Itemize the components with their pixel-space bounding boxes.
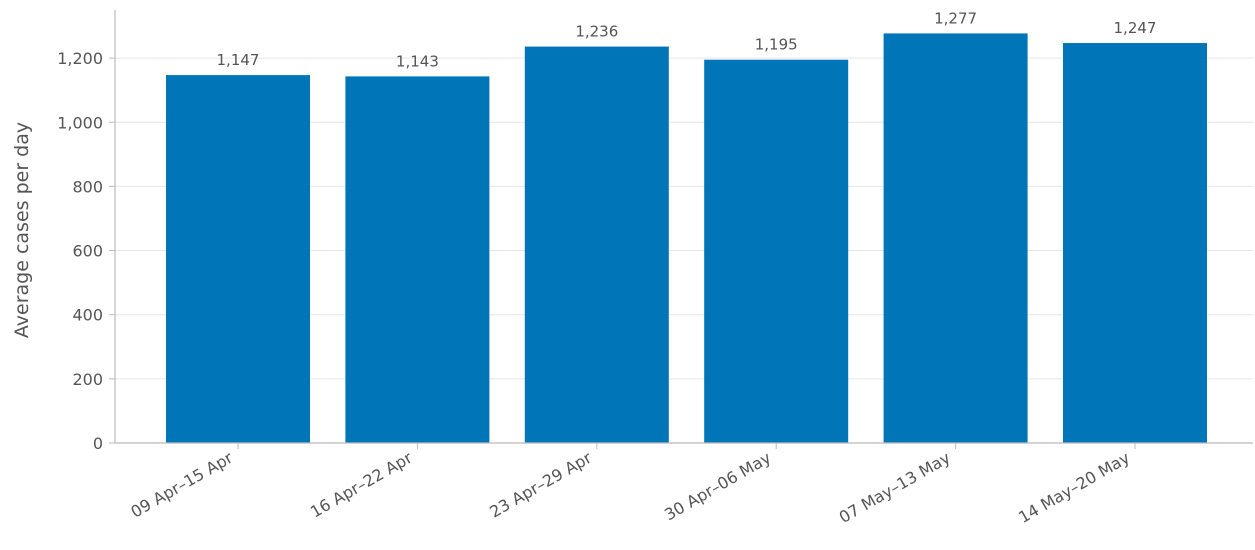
bar — [524, 46, 669, 443]
y-tick-label: 1,000 — [57, 113, 103, 132]
data-labels: 1,147 1,143 1,236 1,195 1,277 1,247 — [217, 9, 1157, 70]
y-tick-label: 600 — [72, 242, 103, 261]
x-tick-label: 07 May–13 May — [836, 448, 954, 527]
x-tick-label: 16 Apr–22 Apr — [307, 448, 416, 522]
y-tick-label: 400 — [72, 306, 103, 325]
bar — [166, 75, 310, 444]
bar-value-label: 1,147 — [217, 51, 260, 69]
bar — [345, 76, 490, 443]
y-axis-ticks: 0 200 400 600 800 1,000 1,200 — [57, 49, 115, 453]
x-tick-label: 30 Apr–06 May — [661, 448, 774, 524]
bars — [166, 33, 1207, 444]
bar-value-label: 1,236 — [575, 23, 618, 41]
x-tick-label: 14 May–20 May — [1015, 448, 1133, 527]
bar-value-label: 1,195 — [755, 36, 798, 54]
y-tick-label: 0 — [93, 434, 103, 453]
axes — [114, 10, 1253, 444]
bar — [883, 33, 1028, 444]
x-tick-label: 23 Apr–29 Apr — [486, 448, 595, 522]
bar — [1063, 43, 1207, 444]
x-axis-ticks: 09 Apr–15 Apr 16 Apr–22 Apr 23 Apr–29 Apr 3… — [128, 443, 1136, 527]
bar-value-label: 1,247 — [1114, 19, 1157, 37]
bar-value-label: 1,143 — [396, 52, 439, 70]
y-axis-title: Average cases per day — [11, 122, 33, 338]
y-tick-label: 800 — [72, 177, 103, 196]
bar — [704, 59, 849, 443]
y-tick-label: 1,200 — [57, 49, 103, 68]
x-tick-label: 09 Apr–15 Apr — [128, 448, 237, 522]
bar-value-label: 1,277 — [934, 9, 977, 27]
y-tick-label: 200 — [72, 370, 103, 389]
